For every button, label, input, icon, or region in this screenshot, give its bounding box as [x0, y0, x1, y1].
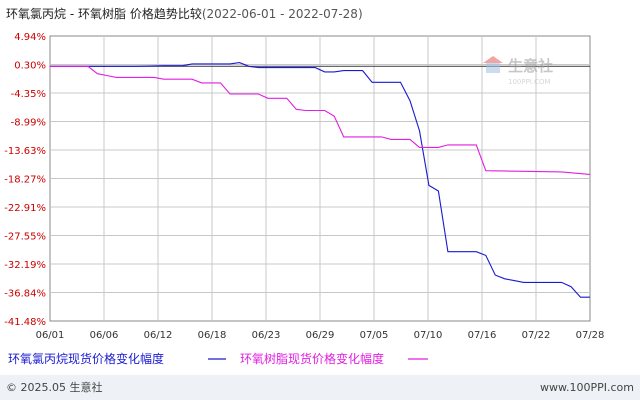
- y-tick-label: 4.94%: [14, 32, 46, 43]
- x-tick-label: 06/23: [252, 330, 281, 341]
- title-suffix: 价格趋势比较: [126, 6, 202, 21]
- y-tick-label: -32.19%: [4, 260, 46, 271]
- y-tick-label: -8.99%: [11, 118, 46, 129]
- x-tick-label: 06/06: [90, 330, 119, 341]
- house-logo-body: [486, 63, 500, 73]
- footer-url[interactable]: www.100PPI.com: [540, 381, 634, 394]
- series-line-epichlorohydrin: [50, 62, 590, 298]
- legend: 环氧氯丙烷现货价格变化幅度 环氧树脂现货价格变化幅度: [8, 351, 428, 366]
- x-tick-label: 07/05: [360, 330, 389, 341]
- legend-label-series-b: 环氧树脂现货价格变化幅度: [240, 351, 384, 366]
- footer-copyright: © 2025.05 生意社: [6, 380, 102, 394]
- x-tick-label: 06/29: [306, 330, 335, 341]
- series-line-epoxy-resin: [50, 65, 591, 175]
- x-tick-label: 07/10: [414, 330, 443, 341]
- series-lines: [50, 62, 591, 298]
- x-tick-label: 07/28: [576, 330, 605, 341]
- y-tick-label: -4.35%: [11, 89, 46, 100]
- y-tick-label: 0.30%: [14, 61, 46, 72]
- title-date-range: (2022-06-01 - 2022-07-28): [202, 7, 363, 21]
- y-tick-label: -18.27%: [4, 175, 46, 186]
- footer-bar: [0, 375, 640, 400]
- x-tick-label: 06/18: [198, 330, 227, 341]
- y-tick-label: -22.91%: [4, 203, 46, 214]
- x-axis-ticks: 06/01 06/06 06/12 06/18 06/23 06/29 07/05 07/10…: [36, 330, 605, 341]
- x-tick-label: 07/22: [522, 330, 551, 341]
- x-tick-label: 07/16: [468, 330, 497, 341]
- x-tick-label: 06/01: [36, 330, 65, 341]
- chart-title: 环氧氯丙烷 - 环氧树脂 价格趋势比较(2022-06-01 - 2022-07…: [6, 6, 363, 21]
- title-separator: -: [66, 7, 78, 21]
- y-tick-label: -27.55%: [4, 232, 46, 243]
- y-axis-ticks: 4.94% 0.30% -4.35% -8.99% -13.63% -18.27% -22.…: [4, 32, 46, 328]
- watermark-text: 生意社: [508, 57, 553, 75]
- legend-label-series-a: 环氧氯丙烷现货价格变化幅度: [8, 351, 164, 366]
- title-series-b: 环氧树脂: [78, 6, 126, 21]
- title-series-a: 环氧氯丙烷: [6, 7, 66, 21]
- watermark: 生意社 100PPI.COM: [483, 56, 553, 86]
- y-tick-label: -36.84%: [4, 289, 46, 300]
- x-tick-label: 06/12: [144, 330, 173, 341]
- y-tick-label: -41.48%: [4, 317, 46, 328]
- y-tick-label: -13.63%: [4, 146, 46, 157]
- watermark-subtext: 100PPI.COM: [508, 78, 551, 86]
- house-logo-icon: [483, 56, 503, 63]
